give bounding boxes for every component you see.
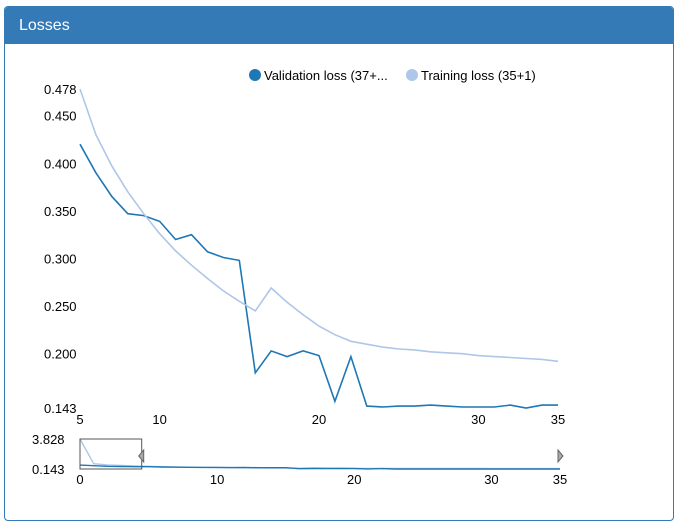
- y-tick-label: 0.450: [44, 109, 77, 124]
- y-tick-label: 0.350: [44, 204, 77, 219]
- legend-marker: [406, 69, 418, 81]
- overview-x-tick-label: 35: [553, 472, 567, 487]
- x-tick-label: 35: [551, 412, 565, 427]
- legend-label: Training loss (35+1): [421, 68, 536, 83]
- brush-handle-right[interactable]: [557, 448, 564, 464]
- overview-y-tick-label: 0.143: [32, 462, 65, 477]
- x-tick-label: 20: [312, 412, 326, 427]
- legend-marker: [249, 69, 261, 81]
- losses-chart: 0.143 0.200 0.250 0.300 0.350 0.400 0.450 0.478…: [32, 68, 567, 487]
- overview-x-tick-label: 10: [210, 472, 224, 487]
- x-tick-label: 30: [471, 412, 485, 427]
- x-tick-label: 5: [76, 412, 83, 427]
- overview-x-tick-label: 30: [484, 472, 498, 487]
- brush-handle-left[interactable]: [138, 448, 145, 464]
- overview-y-tick-label: 3.828: [32, 432, 65, 447]
- y-tick-label: 0.300: [44, 251, 77, 266]
- overview-training-line: [79, 438, 560, 470]
- legend-label: Validation loss (37+...: [264, 68, 388, 83]
- overview-x-tick-label: 20: [347, 472, 361, 487]
- losses-panel: Losses 0.143 0.200 0.250 0.300 0.350 0.400 0.4…: [4, 6, 674, 521]
- overview-x-tick-label: 0: [76, 472, 83, 487]
- validation-loss-line: [79, 143, 558, 409]
- y-tick-label: 0.400: [44, 156, 77, 171]
- overview-validation-line: [79, 464, 560, 470]
- panel-title: Losses: [5, 7, 673, 44]
- x-tick-label: 10: [152, 412, 166, 427]
- y-tick-label: 0.250: [44, 299, 77, 314]
- y-tick-label: 0.478: [44, 82, 77, 97]
- y-tick-label: 0.200: [44, 347, 77, 362]
- y-tick-label: 0.143: [44, 401, 77, 416]
- training-loss-line: [79, 88, 559, 363]
